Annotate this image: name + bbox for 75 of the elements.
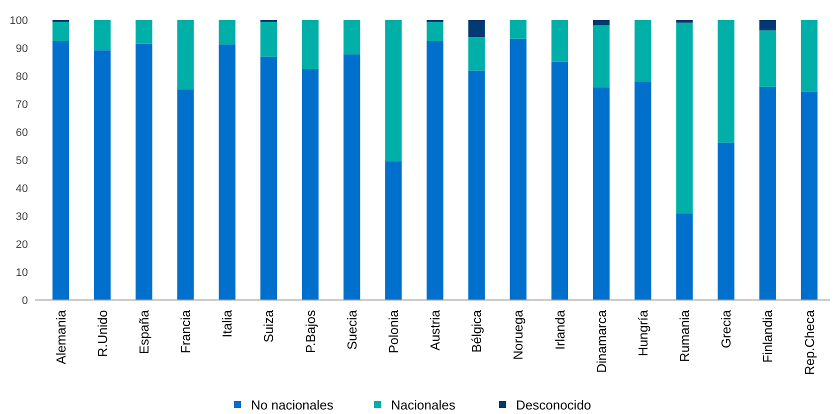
bar	[94, 50, 111, 300]
bar	[676, 20, 693, 23]
bar	[94, 20, 111, 50]
bar	[468, 70, 485, 300]
legend-label: Desconocido	[516, 398, 592, 413]
bar	[344, 20, 360, 54]
x-tick-label: Suecia	[344, 309, 360, 350]
bar	[593, 20, 610, 26]
bar	[218, 20, 236, 44]
x-tick-label: Grecia	[718, 309, 734, 348]
bar	[718, 20, 734, 143]
x-tick-label: Francia	[178, 309, 194, 354]
legend-label: No nacionales	[251, 398, 334, 413]
bar	[593, 25, 610, 88]
x-tick-label: R.Unido	[94, 310, 110, 357]
bar	[426, 41, 444, 300]
bar	[136, 20, 152, 44]
x-tick-label: Finlandia	[760, 309, 776, 363]
bar	[344, 54, 360, 300]
y-tick-label: 50	[16, 154, 28, 167]
x-tick-label: Rep.Checa	[802, 309, 817, 376]
bar	[218, 44, 236, 300]
x-tick-label: Polonia	[386, 309, 401, 354]
bar	[593, 87, 610, 300]
bar	[510, 20, 526, 39]
bar	[759, 20, 776, 30]
x-tick-label: Rumania	[677, 309, 692, 362]
bar	[302, 69, 319, 300]
bar	[302, 20, 319, 69]
bar	[177, 89, 194, 300]
bar	[551, 20, 568, 62]
bar	[260, 56, 277, 300]
bar	[52, 41, 70, 300]
bar	[468, 20, 485, 38]
y-tick-label: 80	[16, 70, 28, 83]
y-tick-label: 70	[16, 98, 28, 111]
bar	[136, 44, 152, 300]
bar	[551, 62, 568, 300]
y-tick-label: 100	[10, 14, 28, 27]
x-tick-label: Dinamarca	[594, 309, 609, 373]
y-tick-label: 30	[16, 210, 28, 223]
y-tick-label: 60	[16, 126, 28, 139]
bar	[468, 37, 485, 71]
x-tick-label: España	[136, 309, 152, 354]
x-tick-label: Hungría	[635, 309, 650, 356]
legend-label: Nacionales	[391, 398, 456, 413]
bar	[426, 22, 444, 41]
x-tick-label: Italia	[220, 309, 235, 338]
x-tick-label: Austria	[428, 309, 443, 350]
bar	[634, 20, 652, 82]
bar	[634, 81, 652, 300]
bar	[385, 161, 402, 300]
bar	[510, 38, 526, 300]
bar	[385, 20, 402, 162]
y-tick-label: 40	[16, 182, 28, 195]
bar	[718, 142, 734, 300]
bar	[676, 213, 693, 300]
bar	[676, 22, 693, 214]
bar	[260, 22, 277, 57]
x-tick-label: P.Bajos	[302, 310, 318, 354]
x-tick-label: Alemania	[53, 309, 68, 364]
bar	[759, 86, 776, 300]
x-tick-label: Bélgica	[469, 309, 484, 353]
x-tick-label: Irlanda	[552, 309, 568, 350]
y-tick-label: 10	[16, 266, 28, 279]
bar	[759, 30, 776, 87]
bar	[800, 92, 818, 300]
y-tick-label: 90	[16, 42, 28, 55]
bar	[800, 20, 818, 92]
y-tick-label: 20	[16, 238, 28, 251]
bar	[177, 20, 194, 90]
y-tick-label: 0	[22, 294, 28, 307]
bar	[52, 22, 70, 41]
x-tick-label: Suiza	[261, 309, 276, 343]
x-tick-label: Noruega	[510, 309, 526, 360]
